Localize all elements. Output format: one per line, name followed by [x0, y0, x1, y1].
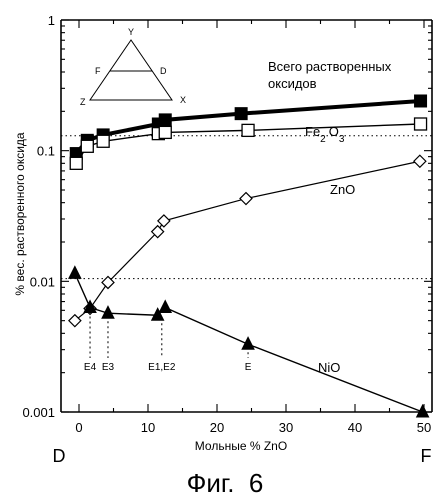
- y-tick-label: 0.01: [30, 274, 55, 289]
- x-tick-label: 50: [417, 420, 431, 435]
- y-tick-label: 0.1: [37, 144, 55, 159]
- inset-triangle: [89, 39, 173, 101]
- inset-label-top: Y: [128, 27, 134, 37]
- series-0-point: [414, 94, 428, 108]
- series-label-total-line2: оксидов: [268, 76, 317, 91]
- endpoint-label-d: D: [53, 446, 66, 466]
- inset-label-right: D: [160, 66, 167, 76]
- series-0-point: [234, 107, 248, 121]
- series-label-fe2o3: Fe2O3: [305, 124, 345, 145]
- x-ticks: 0 10 20 30 40 50: [75, 20, 431, 435]
- series-label-total-line1: Всего растворенных: [268, 59, 392, 74]
- x-tick-label: 40: [348, 420, 362, 435]
- y-axis-title: % вес. растворенного оксида: [13, 132, 27, 296]
- fe-sub: 2: [320, 134, 326, 145]
- series-label-nio: NiO: [318, 360, 340, 375]
- series-layer: [68, 94, 430, 418]
- x-tick-label: 10: [141, 420, 155, 435]
- series-3-point: [415, 403, 430, 418]
- x-tick-label: 20: [210, 420, 224, 435]
- series-line-2: [74, 160, 420, 322]
- series-2-point: [150, 224, 165, 239]
- y-tick-label: 1: [48, 13, 55, 28]
- endpoint-label-f: F: [421, 446, 432, 466]
- series-label-total: Всего растворенных оксидов: [268, 59, 395, 91]
- series-1-point: [158, 125, 172, 140]
- series-3-point: [101, 305, 115, 319]
- series-3-point: [158, 299, 173, 314]
- annotation-label-1: E3: [102, 362, 115, 373]
- series-1-point: [80, 139, 94, 153]
- series-1-point: [241, 123, 255, 138]
- series-3-point: [68, 265, 82, 279]
- series-2-point: [239, 191, 253, 206]
- x-tick-label: 30: [279, 420, 293, 435]
- series-1-point: [69, 156, 83, 170]
- inset-label-bottom-right: X: [180, 95, 186, 105]
- series-1-point: [96, 134, 110, 148]
- y-ticks: 0.001 0.01 0.1 1: [22, 13, 432, 420]
- fe-text: Fe: [305, 124, 320, 139]
- x-axis-title: Мольные % ZnO: [195, 439, 287, 453]
- annotation-label-0: E4: [84, 362, 97, 373]
- series-2-point: [101, 275, 115, 290]
- series-2-point: [157, 214, 171, 228]
- series-1-point: [413, 117, 428, 131]
- figure-caption: Фиг. 6: [187, 468, 264, 498]
- annotation-label-2: E1,E2: [148, 362, 176, 373]
- series-0-point: [158, 113, 172, 127]
- series-2-point: [413, 154, 427, 169]
- o-text: O: [329, 124, 339, 139]
- series-3-point: [241, 336, 255, 350]
- inset-label-bottom-left: Z: [80, 97, 86, 107]
- series-3-point: [83, 299, 97, 314]
- point-annotations: E4 E3 E1,E2 E: [84, 316, 252, 373]
- reference-lines: [61, 135, 432, 280]
- inset-triangle-diagram: Y F D Z X: [80, 27, 186, 107]
- o-sub: 3: [339, 134, 345, 145]
- y-tick-label: 0.001: [22, 405, 55, 420]
- x-tick-label: 0: [75, 420, 82, 435]
- inset-label-left: F: [95, 66, 101, 76]
- series-label-zno: ZnO: [330, 182, 355, 197]
- annotation-label-3: E: [245, 362, 252, 373]
- series-2-point: [68, 313, 82, 328]
- series-3-point: [150, 307, 165, 321]
